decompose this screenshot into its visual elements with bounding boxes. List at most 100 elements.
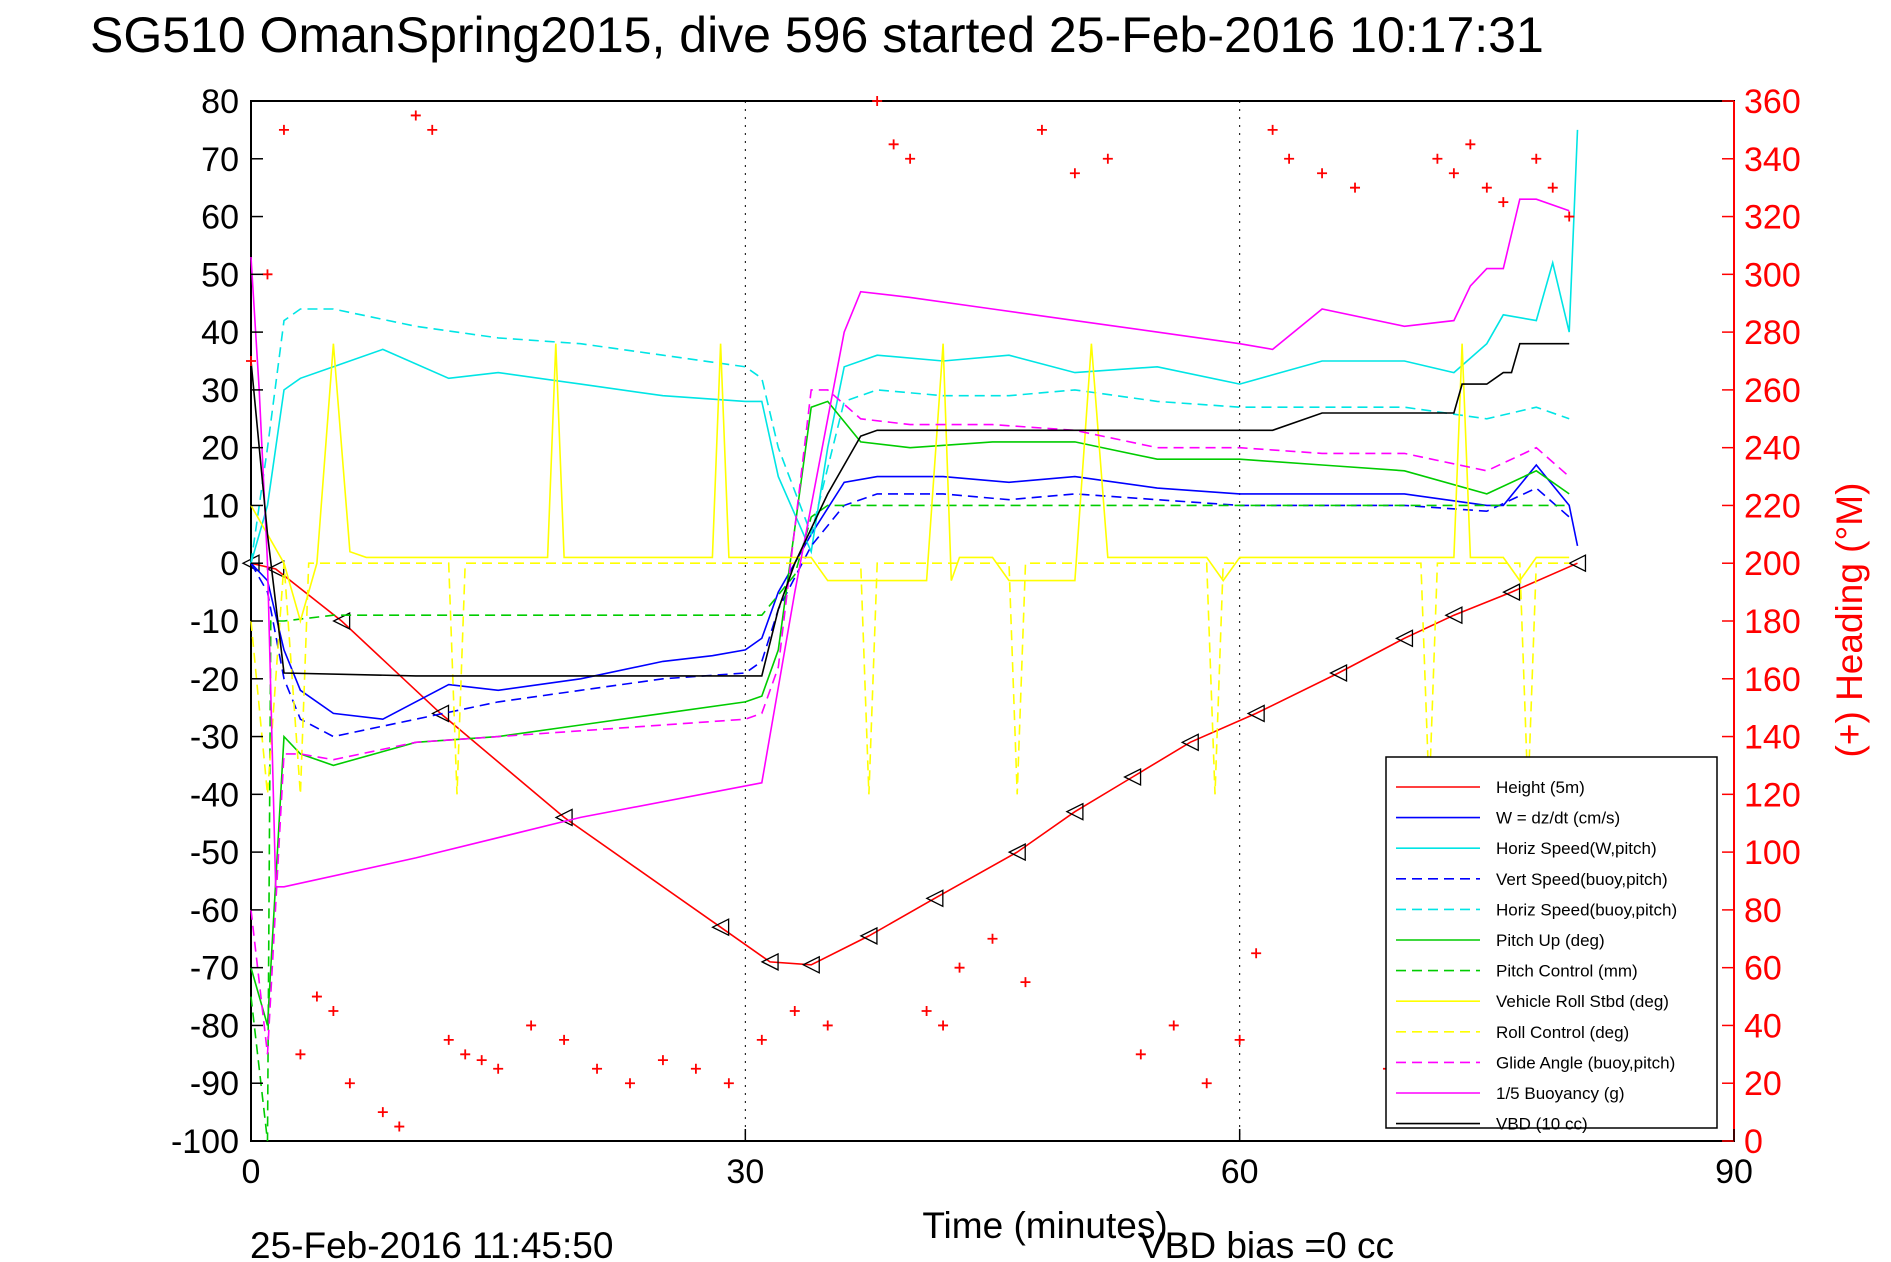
- y-right-tick-label: 80: [1744, 892, 1782, 930]
- series-line: [250, 198, 1570, 888]
- y-tick-label: -40: [190, 776, 239, 814]
- y-tick-label: 20: [201, 430, 239, 468]
- heading-marker: [1498, 197, 1509, 208]
- y-right-tick-label: 340: [1744, 141, 1801, 179]
- y-tick-label: 60: [201, 199, 239, 237]
- height-marker: [1444, 606, 1463, 625]
- height-marker: [1246, 704, 1265, 723]
- footer-vbd-bias: VBD bias =0 cc: [1140, 1225, 1394, 1262]
- x-tick-label: 30: [726, 1153, 764, 1191]
- series-9: [250, 389, 1570, 1055]
- series-12: [246, 96, 1575, 1132]
- series-line: [250, 562, 1570, 795]
- y-right-tick-label: 100: [1744, 834, 1801, 872]
- heading-marker: [493, 1063, 504, 1074]
- y-right-tick-label: 160: [1744, 661, 1801, 699]
- y-right-tick-label: 260: [1744, 372, 1801, 410]
- heading-marker: [246, 356, 256, 366]
- heading-marker: [938, 1020, 949, 1031]
- height-marker: [801, 955, 820, 974]
- heading-marker: [872, 96, 883, 106]
- heading-marker: [1267, 124, 1278, 135]
- height-marker: [1123, 767, 1142, 787]
- heading-marker: [410, 110, 421, 121]
- legend-label: Horiz Speed(W,pitch): [1496, 839, 1657, 858]
- heading-marker: [954, 962, 965, 973]
- heading-marker: [723, 1078, 734, 1089]
- series-line: [250, 504, 1570, 1142]
- y-right-tick-label: 120: [1744, 776, 1801, 814]
- heading-marker: [1564, 211, 1575, 222]
- heading-marker: [559, 1034, 570, 1045]
- series-4: [250, 308, 1570, 564]
- height-marker: [1502, 583, 1521, 602]
- series-line: [250, 308, 1570, 564]
- legend-box: [1385, 756, 1718, 1129]
- heading-marker: [344, 1078, 355, 1089]
- series-8: [250, 562, 1570, 795]
- heading-marker: [427, 124, 438, 135]
- x-axis: 0 30 60 90: [242, 1129, 1753, 1191]
- series-10: [250, 198, 1570, 888]
- heading-marker: [690, 1063, 701, 1074]
- legend-label: Vehicle Roll Stbd (deg): [1496, 992, 1669, 1011]
- legend-label: Roll Control (deg): [1496, 1023, 1629, 1042]
- height-marker: [1329, 663, 1348, 683]
- legend-label: Pitch Up (deg): [1496, 931, 1605, 950]
- y-tick-label: -20: [190, 661, 239, 699]
- y-axis-left: 80 70 60 50 40 30 20 10 0 -10 -20 -30 -40 -50 -60 -70 -8…: [171, 83, 263, 1161]
- heading-marker: [526, 1020, 537, 1031]
- y-tick-label: 0: [220, 545, 239, 583]
- heading-marker: [1036, 124, 1047, 135]
- heading-marker: [1448, 168, 1459, 179]
- y-right-tick-label: 280: [1744, 314, 1801, 352]
- height-marker: [1065, 802, 1084, 821]
- height-marker: [711, 918, 730, 937]
- heading-marker: [262, 269, 273, 280]
- x-tick-label: 90: [1715, 1153, 1753, 1191]
- y-right-tick-label: 240: [1744, 430, 1801, 468]
- heading-marker: [1350, 182, 1361, 193]
- footer-timestamp: 25-Feb-2016 11:45:50: [250, 1225, 613, 1262]
- height-marker: [1394, 629, 1414, 648]
- x-tick-label: 60: [1221, 1153, 1259, 1191]
- heading-marker: [888, 139, 899, 150]
- series-line: [250, 342, 1570, 677]
- heading-marker: [1020, 977, 1031, 988]
- heading-marker: [657, 1055, 668, 1066]
- series-6: [250, 504, 1570, 1142]
- heading-marker: [1531, 153, 1542, 164]
- height-marker: [431, 704, 450, 723]
- legend-label: VBD (10 cc): [1496, 1115, 1588, 1134]
- heading-marker: [311, 991, 322, 1002]
- heading-marker: [1234, 1034, 1245, 1045]
- y-tick-label: -60: [190, 892, 239, 930]
- heading-marker: [1102, 153, 1113, 164]
- y-axis-right: 3603403203002802602402202001801601401201…: [1722, 83, 1801, 1161]
- heading-marker: [1069, 168, 1080, 179]
- legend-label: Vert Speed(buoy,pitch): [1496, 870, 1668, 889]
- x-axis-label: Time (minutes): [922, 1205, 1167, 1246]
- y-right-tick-label: 0: [1744, 1123, 1763, 1161]
- y-right-tick-label: 60: [1744, 950, 1782, 988]
- chart-title: SG510 OmanSpring2015, dive 596 started 2…: [90, 7, 1544, 63]
- height-marker: [1568, 554, 1587, 573]
- heading-marker: [295, 1049, 306, 1060]
- heading-marker: [1481, 182, 1492, 193]
- legend: Height (5m) W = dz/dt (cm/s) Horiz Speed(W…: [1385, 756, 1718, 1134]
- y-right-tick-label: 320: [1744, 199, 1801, 237]
- series-7: [250, 343, 1570, 624]
- y-tick-label: -70: [190, 950, 239, 988]
- y-tick-label: 10: [201, 487, 239, 525]
- height-marker: [1180, 733, 1199, 752]
- y-tick-label: 40: [201, 314, 239, 352]
- heading-marker: [592, 1063, 603, 1074]
- heading-marker: [1135, 1049, 1146, 1060]
- series-line: [250, 400, 1570, 1026]
- heading-marker: [1317, 168, 1328, 179]
- heading-marker: [1168, 1020, 1179, 1031]
- y-right-tick-label: 140: [1744, 719, 1801, 757]
- y-tick-label: 80: [201, 83, 239, 121]
- heading-marker: [443, 1034, 454, 1045]
- heading-marker: [1201, 1078, 1212, 1089]
